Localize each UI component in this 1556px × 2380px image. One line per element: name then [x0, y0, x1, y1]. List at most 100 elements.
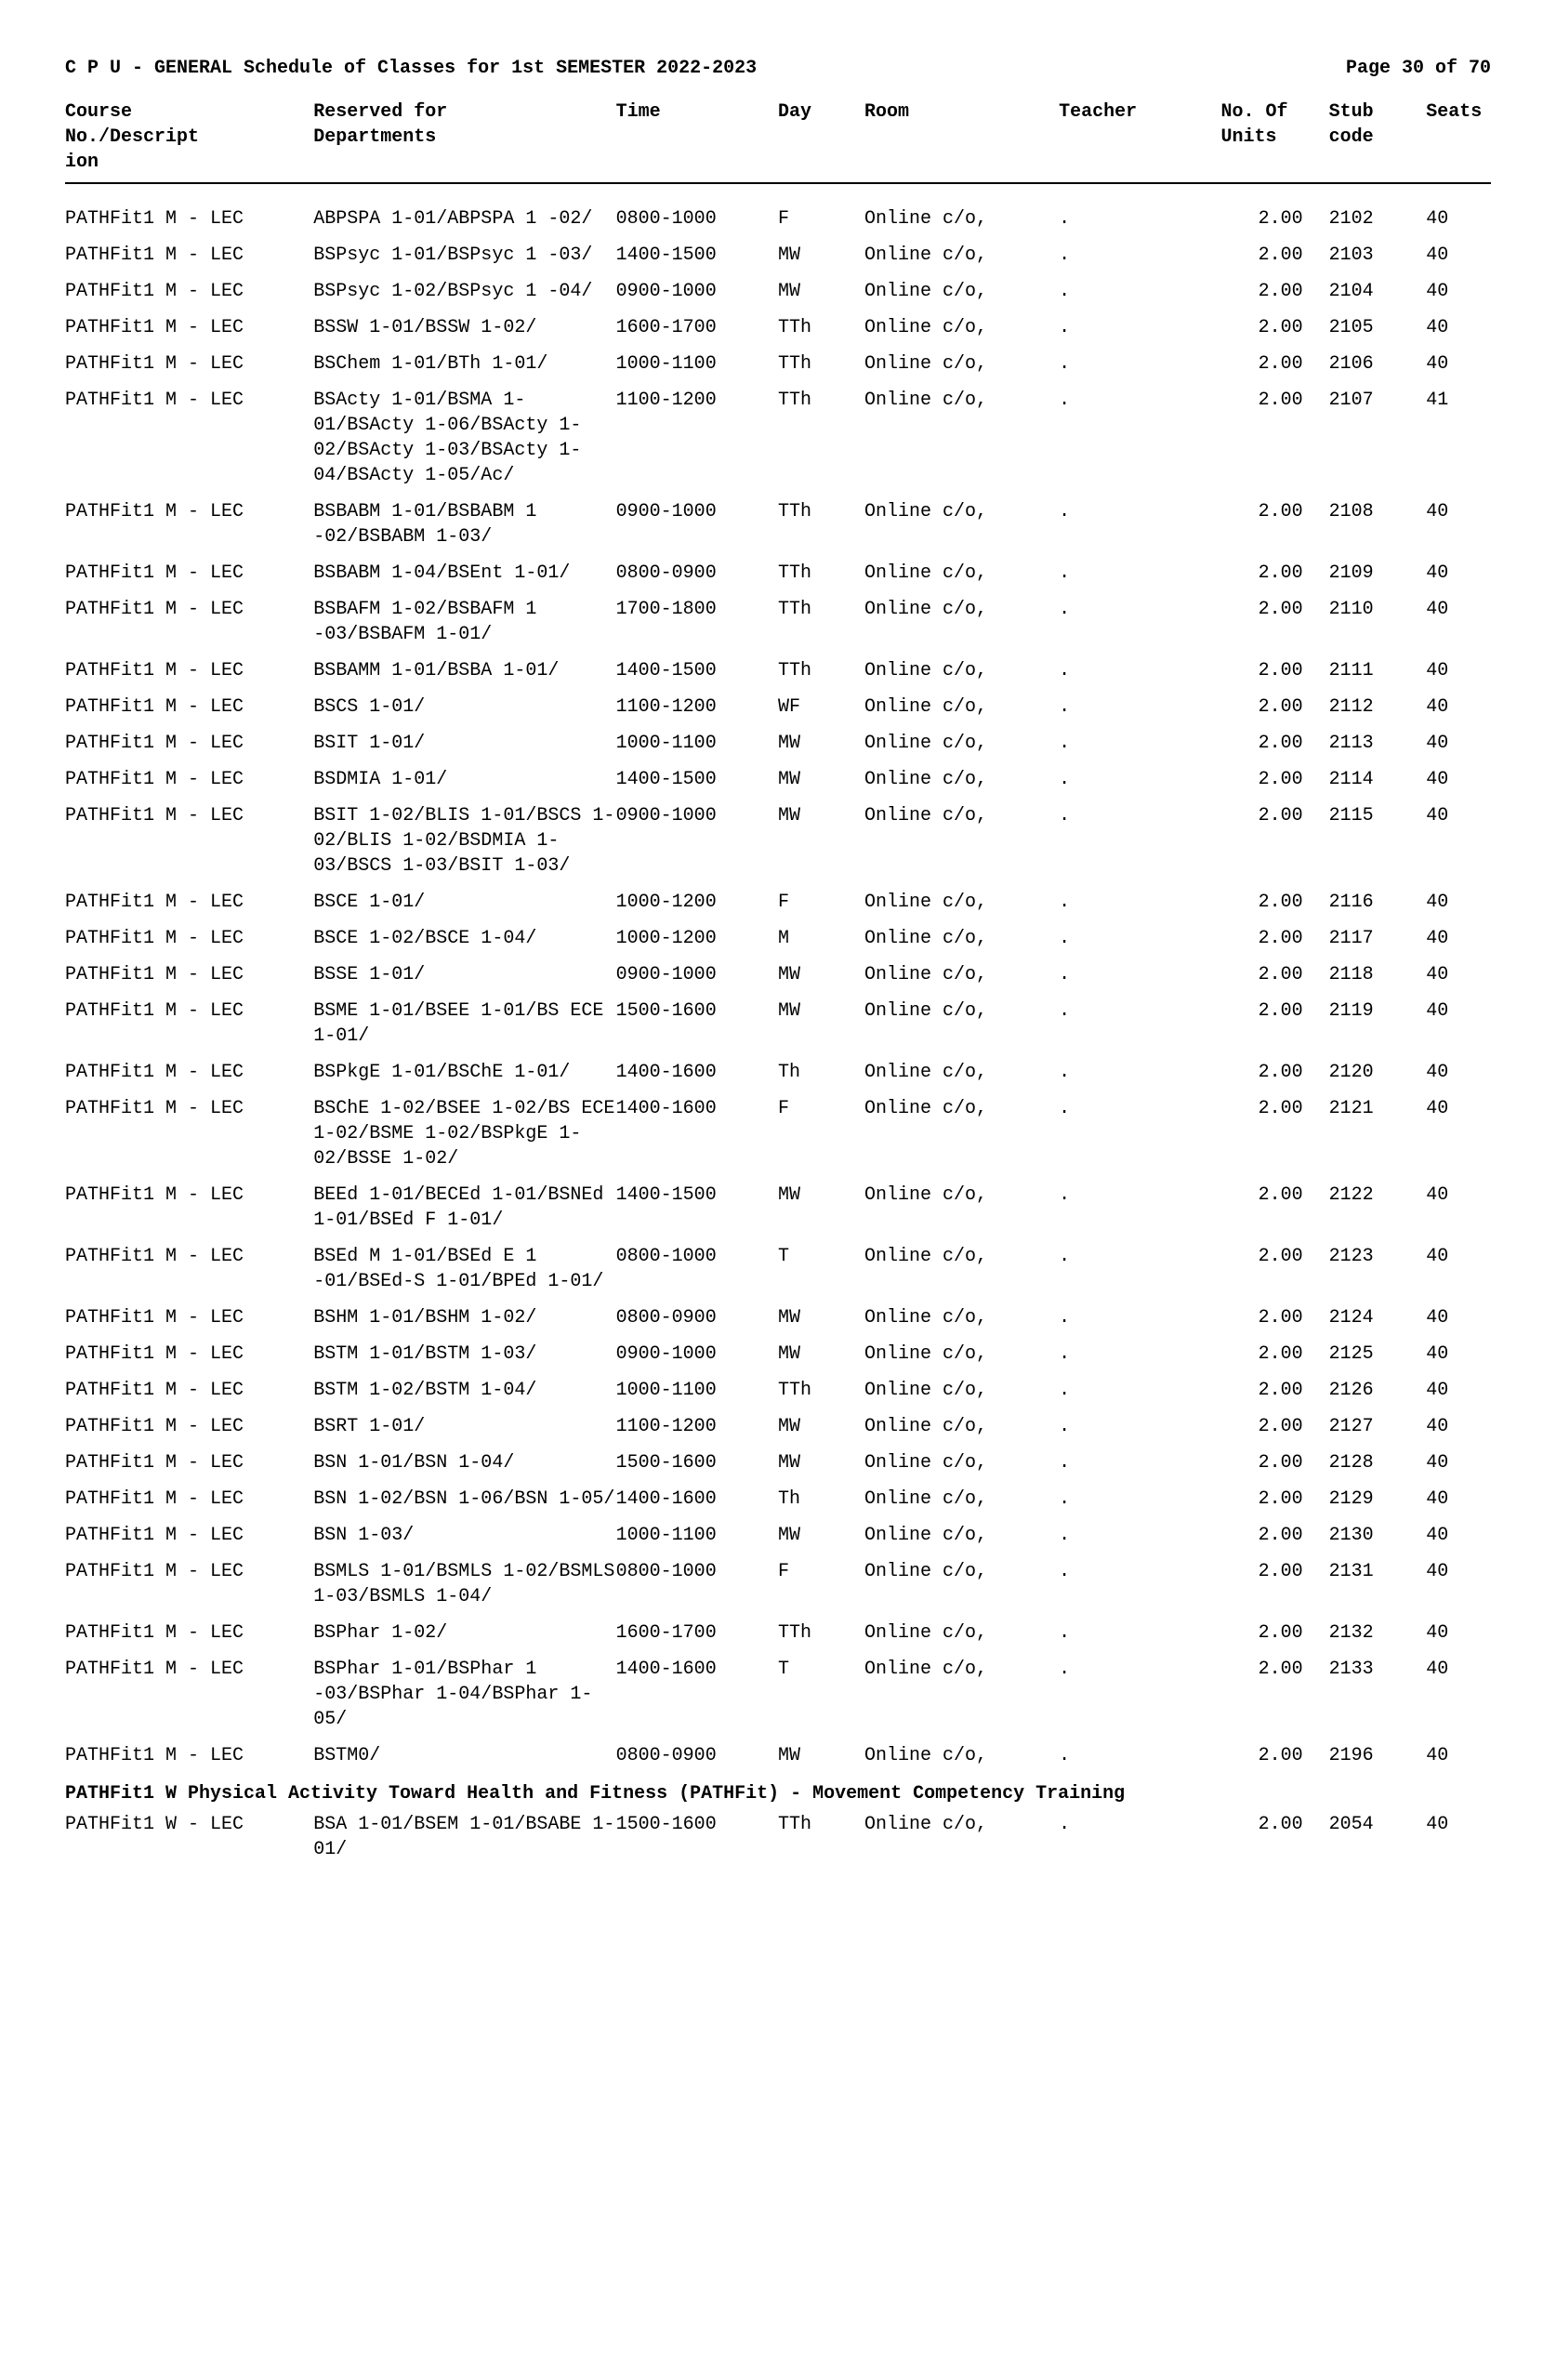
cell-stub: 2105 [1329, 310, 1427, 346]
cell-time: 0900-1000 [616, 494, 778, 555]
cell-course: PATHFit1 M - LEC [65, 382, 313, 494]
cell-seats: 40 [1426, 201, 1491, 237]
cell-seats: 40 [1426, 1408, 1491, 1445]
cell-stub: 2108 [1329, 494, 1427, 555]
cell-stub: 2129 [1329, 1481, 1427, 1517]
cell-day: F [778, 1554, 864, 1615]
cell-day: F [778, 201, 864, 237]
cell-room: Online c/o, [864, 689, 1059, 725]
table-row: PATHFit1 M - LECBSIT 1-02/BLIS 1-01/BSCS… [65, 798, 1491, 884]
cell-units: 2.00 [1220, 1054, 1328, 1091]
cell-stub: 2127 [1329, 1408, 1427, 1445]
col-day-header: Day [778, 99, 864, 175]
table-row: PATHFit1 M - LECBSDMIA 1-01/1400-1500MWO… [65, 761, 1491, 798]
cell-teacher: . [1059, 1238, 1220, 1300]
table-row: PATHFit1 M - LECBSBAMM 1-01/BSBA 1-01/14… [65, 653, 1491, 689]
cell-day: T [778, 1238, 864, 1300]
cell-reserved: BSIT 1-01/ [313, 725, 615, 761]
cell-teacher: . [1059, 1738, 1220, 1774]
cell-seats: 40 [1426, 1054, 1491, 1091]
cell-room: Online c/o, [864, 1738, 1059, 1774]
cell-course: PATHFit1 M - LEC [65, 1238, 313, 1300]
cell-time: 1400-1500 [616, 237, 778, 273]
cell-day: Th [778, 1054, 864, 1091]
table-row: PATHFit1 M - LECBSTM0/0800-0900MWOnline … [65, 1738, 1491, 1774]
cell-teacher: . [1059, 993, 1220, 1054]
cell-course: PATHFit1 M - LEC [65, 1738, 313, 1774]
cell-room: Online c/o, [864, 310, 1059, 346]
cell-room: Online c/o, [864, 1177, 1059, 1238]
cell-day: TTh [778, 310, 864, 346]
cell-reserved: BSBAFM 1-02/BSBAFM 1 -03/BSBAFM 1-01/ [313, 591, 615, 653]
cell-time: 1100-1200 [616, 1408, 778, 1445]
cell-day: T [778, 1651, 864, 1738]
cell-room: Online c/o, [864, 494, 1059, 555]
cell-day: MW [778, 957, 864, 993]
header-rule [65, 182, 1491, 184]
table-row: PATHFit1 M - LECBSBABM 1-01/BSBABM 1 -02… [65, 494, 1491, 555]
cell-seats: 40 [1426, 1651, 1491, 1738]
cell-time: 1500-1600 [616, 993, 778, 1054]
cell-time: 1500-1600 [616, 1445, 778, 1481]
cell-reserved: BSN 1-01/BSN 1-04/ [313, 1445, 615, 1481]
cell-seats: 40 [1426, 1517, 1491, 1554]
cell-reserved: BSPkgE 1-01/BSChE 1-01/ [313, 1054, 615, 1091]
cell-room: Online c/o, [864, 884, 1059, 920]
cell-stub: 2123 [1329, 1238, 1427, 1300]
cell-stub: 2128 [1329, 1445, 1427, 1481]
cell-teacher: . [1059, 1336, 1220, 1372]
cell-time: 1000-1100 [616, 1372, 778, 1408]
cell-reserved: BSN 1-03/ [313, 1517, 615, 1554]
cell-units: 2.00 [1220, 1300, 1328, 1336]
table-row: PATHFit1 M - LECBSRT 1-01/1100-1200MWOnl… [65, 1408, 1491, 1445]
cell-seats: 40 [1426, 1481, 1491, 1517]
table-row: PATHFit1 M - LECBSTM 1-01/BSTM 1-03/0900… [65, 1336, 1491, 1372]
cell-reserved: BSEd M 1-01/BSEd E 1 -01/BSEd-S 1-01/BPE… [313, 1238, 615, 1300]
header-page: Page 30 of 70 [1346, 56, 1491, 81]
cell-reserved: BSChE 1-02/BSEE 1-02/BS ECE 1-02/BSME 1-… [313, 1091, 615, 1177]
cell-time: 1000-1100 [616, 725, 778, 761]
table-row: PATHFit1 M - LECBSIT 1-01/1000-1100MWOnl… [65, 725, 1491, 761]
table-row: PATHFit1 M - LECBSCS 1-01/1100-1200WFOnl… [65, 689, 1491, 725]
cell-room: Online c/o, [864, 993, 1059, 1054]
cell-teacher: . [1059, 1408, 1220, 1445]
cell-course: PATHFit1 M - LEC [65, 725, 313, 761]
cell-reserved: BSSW 1-01/BSSW 1-02/ [313, 310, 615, 346]
header-title: C P U - GENERAL Schedule of Classes for … [65, 56, 757, 81]
cell-reserved: BSActy 1-01/BSMA 1-01/BSActy 1-06/BSActy… [313, 382, 615, 494]
cell-seats: 40 [1426, 689, 1491, 725]
cell-reserved: BSCE 1-02/BSCE 1-04/ [313, 920, 615, 957]
cell-teacher: . [1059, 1091, 1220, 1177]
cell-day: MW [778, 1738, 864, 1774]
cell-stub: 2112 [1329, 689, 1427, 725]
cell-time: 1500-1600 [616, 1806, 778, 1868]
cell-teacher: . [1059, 237, 1220, 273]
cell-day: WF [778, 689, 864, 725]
table-row: PATHFit1 M - LECBSCE 1-02/BSCE 1-04/1000… [65, 920, 1491, 957]
table-row: PATHFit1 M - LECBSME 1-01/BSEE 1-01/BS E… [65, 993, 1491, 1054]
cell-reserved: BSA 1-01/BSEM 1-01/BSABE 1-01/ [313, 1806, 615, 1868]
cell-room: Online c/o, [864, 1238, 1059, 1300]
cell-day: F [778, 884, 864, 920]
cell-units: 2.00 [1220, 1554, 1328, 1615]
cell-teacher: . [1059, 957, 1220, 993]
cell-course: PATHFit1 M - LEC [65, 1300, 313, 1336]
cell-course: PATHFit1 M - LEC [65, 1651, 313, 1738]
cell-course: PATHFit1 M - LEC [65, 273, 313, 310]
cell-day: MW [778, 1408, 864, 1445]
cell-room: Online c/o, [864, 1554, 1059, 1615]
table-row: PATHFit1 M - LECBSActy 1-01/BSMA 1-01/BS… [65, 382, 1491, 494]
cell-course: PATHFit1 M - LEC [65, 1177, 313, 1238]
col-course-header: CourseNo./Description [65, 99, 313, 175]
cell-room: Online c/o, [864, 591, 1059, 653]
cell-seats: 40 [1426, 957, 1491, 993]
cell-reserved: BSMLS 1-01/BSMLS 1-02/BSMLS 1-03/BSMLS 1… [313, 1554, 615, 1615]
cell-room: Online c/o, [864, 725, 1059, 761]
cell-teacher: . [1059, 273, 1220, 310]
cell-teacher: . [1059, 920, 1220, 957]
cell-seats: 40 [1426, 1554, 1491, 1615]
cell-day: MW [778, 1336, 864, 1372]
cell-units: 2.00 [1220, 1238, 1328, 1300]
cell-units: 2.00 [1220, 761, 1328, 798]
table-row: PATHFit1 M - LECBSPsyc 1-02/BSPsyc 1 -04… [65, 273, 1491, 310]
